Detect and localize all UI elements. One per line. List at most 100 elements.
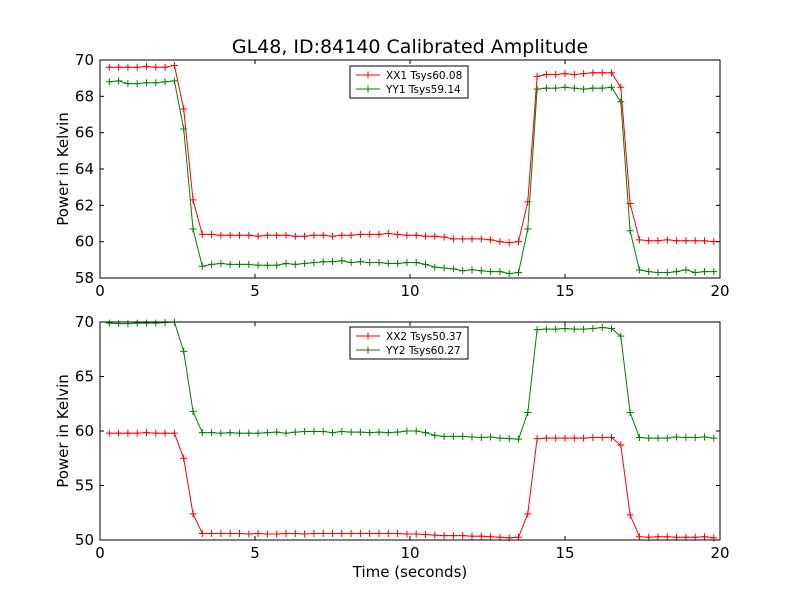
data-point [291, 428, 299, 436]
legend-label: XX1 Tsys60.08 [386, 70, 462, 82]
data-point [654, 237, 662, 245]
data-point [403, 427, 411, 435]
legend-marker [364, 332, 372, 340]
data-point [263, 231, 271, 239]
x-tick-label: 5 [250, 544, 260, 562]
y-tick-label: 55 [75, 477, 94, 495]
data-point [626, 408, 634, 416]
y-tick-label: 60 [75, 422, 94, 440]
data-point [189, 407, 197, 415]
figure-title: GL48, ID:84140 Calibrated Amplitude [232, 36, 588, 58]
data-point [701, 268, 708, 276]
data-point [115, 320, 123, 328]
data-point [301, 232, 309, 240]
data-point [542, 325, 550, 333]
data-point [384, 429, 392, 437]
data-point [133, 63, 141, 71]
legend: XX1 Tsys60.08 YY1 Tsys59.14 [349, 65, 469, 99]
data-point [124, 80, 132, 88]
data-point [682, 266, 690, 274]
data-point [152, 79, 160, 87]
data-point [663, 236, 671, 244]
data-point [431, 531, 439, 539]
data-point [608, 69, 615, 77]
data-point [477, 434, 485, 442]
y-tick-label: 50 [75, 531, 94, 549]
data-point [477, 235, 485, 243]
data-point [161, 429, 169, 437]
data-point [580, 70, 588, 78]
data-point [533, 326, 541, 334]
data-point [291, 260, 299, 268]
data-point [254, 232, 262, 240]
data-point [319, 258, 327, 266]
data-point [589, 325, 597, 333]
legend-label: YY1 Tsys59.14 [385, 84, 461, 96]
data-point [273, 530, 281, 538]
data-point [273, 231, 281, 239]
data-point [654, 269, 662, 277]
x-tick-label: 20 [710, 282, 729, 300]
data-point [580, 85, 588, 93]
data-point [347, 529, 355, 537]
data-point [468, 266, 476, 274]
legend-marker [364, 71, 372, 79]
bottom-panel: 0 5 10 15 20 50 55 60 65 70 Power in Kelvin Time (s… [54, 313, 730, 581]
data-point [310, 529, 318, 537]
data-point [617, 98, 625, 106]
data-point [198, 262, 206, 270]
top-panel: 0 5 10 15 20 58 60 62 64 66 68 70 Power in Kelvin XX1… [54, 51, 730, 300]
data-point [356, 529, 364, 537]
data-point [226, 429, 234, 437]
data-point [468, 433, 476, 441]
data-point [143, 429, 150, 437]
data-point [347, 231, 355, 239]
data-point [384, 229, 392, 237]
data-point [617, 332, 625, 340]
y-tick-label: 64 [75, 160, 94, 178]
data-point [561, 83, 569, 91]
data-point [217, 259, 225, 267]
data-point [570, 84, 578, 92]
data-point [161, 63, 169, 71]
data-point [570, 71, 578, 79]
data-point [496, 434, 504, 442]
data-point [347, 428, 355, 436]
data-point [496, 238, 504, 246]
data-point [124, 63, 132, 71]
data-point [282, 259, 290, 267]
data-point [673, 268, 681, 276]
data-point [366, 259, 374, 267]
data-point [226, 529, 234, 537]
data-point [310, 231, 318, 239]
data-point [133, 319, 141, 327]
data-point [263, 530, 271, 538]
data-point [133, 429, 141, 437]
data-point [273, 261, 281, 269]
data-point [254, 261, 262, 269]
data-point [663, 533, 671, 541]
data-point [431, 431, 439, 439]
data-point [468, 235, 476, 243]
data-point [180, 454, 188, 462]
data-point [487, 433, 495, 441]
data-point [236, 260, 243, 268]
data-point [143, 79, 150, 87]
data-point [301, 428, 309, 436]
data-point [375, 428, 383, 436]
data-point [598, 84, 606, 92]
data-point [310, 259, 318, 267]
data-point [440, 532, 448, 540]
legend-marker [364, 85, 372, 93]
data-point [161, 78, 169, 86]
data-point [245, 260, 253, 268]
legend: XX2 Tsys50.37 YY2 Tsys60.27 [349, 326, 469, 360]
data-point [552, 325, 560, 333]
data-point [282, 231, 290, 239]
data-point [143, 62, 150, 70]
data-point [329, 258, 336, 266]
data-point [626, 511, 634, 519]
data-point [552, 84, 560, 92]
y-axis-label: Power in Kelvin [54, 112, 72, 226]
